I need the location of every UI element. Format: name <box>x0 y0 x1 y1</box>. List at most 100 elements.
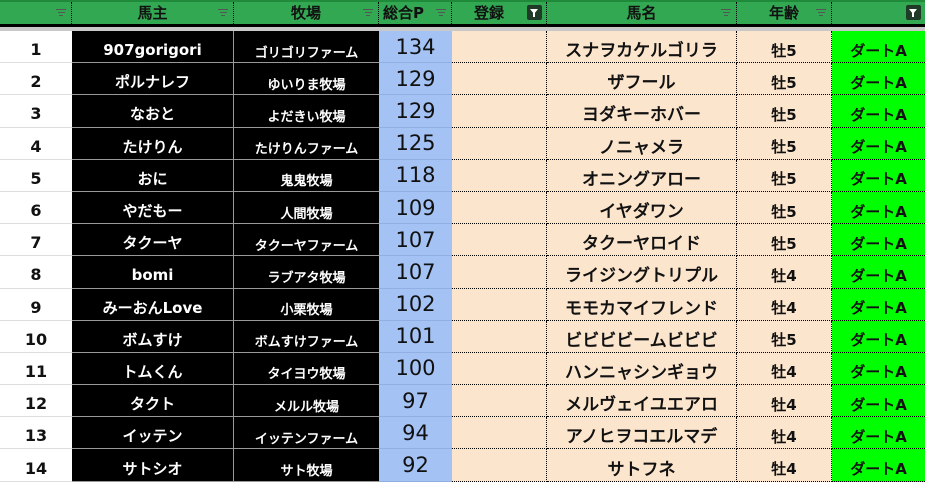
farm-cell[interactable]: メルル牧場 <box>234 385 379 418</box>
rank-cell[interactable]: 3 <box>0 95 72 128</box>
filter-icon[interactable] <box>55 8 67 18</box>
rank-cell[interactable]: 13 <box>0 417 72 450</box>
age-cell[interactable]: 牡5 <box>737 224 832 257</box>
filter-icon[interactable] <box>362 8 374 18</box>
horse-name-cell[interactable]: ザフール <box>547 63 737 96</box>
class-cell[interactable]: ダートA <box>832 159 925 192</box>
owner-cell[interactable]: たけりん <box>72 127 234 160</box>
rank-cell[interactable]: 4 <box>0 127 72 160</box>
rank-cell[interactable]: 5 <box>0 159 72 192</box>
filter-active-icon[interactable] <box>906 5 921 20</box>
age-cell[interactable]: 牡4 <box>737 288 832 321</box>
points-cell[interactable]: 101 <box>379 320 452 353</box>
age-cell[interactable]: 牡4 <box>737 352 832 386</box>
horse-name-cell[interactable]: ノニャメラ <box>547 127 737 160</box>
horse-name-cell[interactable]: オニングアロー <box>547 159 737 192</box>
age-cell[interactable]: 牡5 <box>737 320 832 353</box>
horse-name-cell[interactable]: モモカマイフレンド <box>547 288 737 321</box>
owner-cell[interactable]: 907gorigori <box>72 31 234 64</box>
age-cell[interactable]: 牡4 <box>737 417 832 450</box>
points-cell[interactable]: 118 <box>379 159 452 192</box>
class-cell[interactable]: ダートA <box>832 256 925 289</box>
class-cell[interactable]: ダートA <box>832 320 925 353</box>
farm-cell[interactable]: タクーヤファーム <box>234 224 379 257</box>
registered-cell[interactable] <box>452 417 547 450</box>
horse-name-cell[interactable]: メルヴェイユエアロ <box>547 385 737 418</box>
class-cell[interactable]: ダートA <box>832 95 925 128</box>
class-cell[interactable]: ダートA <box>832 385 925 418</box>
registered-cell[interactable] <box>452 224 547 257</box>
age-cell[interactable]: 牡5 <box>737 127 832 160</box>
farm-cell[interactable]: よだきい牧場 <box>234 95 379 128</box>
registered-cell[interactable] <box>452 31 547 64</box>
horse-name-cell[interactable]: スナヲカケルゴリラ <box>547 31 737 64</box>
filter-icon[interactable] <box>435 8 447 18</box>
owner-cell[interactable]: やだもー <box>72 191 234 225</box>
filter-icon[interactable] <box>217 8 229 18</box>
age-cell[interactable]: 牡5 <box>737 95 832 128</box>
farm-cell[interactable]: たけりんファーム <box>234 127 379 160</box>
points-cell[interactable]: 109 <box>379 191 452 225</box>
registered-cell[interactable] <box>452 352 547 386</box>
owner-cell[interactable]: みーおんLove <box>72 288 234 321</box>
rank-cell[interactable]: 8 <box>0 256 72 289</box>
age-cell[interactable]: 牡4 <box>737 449 832 482</box>
registered-cell[interactable] <box>452 95 547 128</box>
registered-cell[interactable] <box>452 127 547 160</box>
class-cell[interactable]: ダートA <box>832 63 925 96</box>
rank-cell[interactable]: 10 <box>0 320 72 353</box>
class-cell[interactable]: ダートA <box>832 191 925 225</box>
owner-cell[interactable]: トムくん <box>72 352 234 386</box>
farm-cell[interactable]: ゆいりま牧場 <box>234 63 379 96</box>
class-cell[interactable]: ダートA <box>832 31 925 64</box>
farm-cell[interactable]: 小栗牧場 <box>234 288 379 321</box>
age-cell[interactable]: 牡5 <box>737 31 832 64</box>
class-cell[interactable]: ダートA <box>832 417 925 450</box>
points-cell[interactable]: 107 <box>379 224 452 257</box>
registered-cell[interactable] <box>452 288 547 321</box>
registered-cell[interactable] <box>452 320 547 353</box>
rank-cell[interactable]: 6 <box>0 191 72 225</box>
registered-cell[interactable] <box>452 191 547 225</box>
class-cell[interactable]: ダートA <box>832 352 925 386</box>
horse-name-cell[interactable]: サトフネ <box>547 449 737 482</box>
owner-cell[interactable]: おに <box>72 159 234 192</box>
registered-cell[interactable] <box>452 63 547 96</box>
horse-name-cell[interactable]: イヤダワン <box>547 191 737 225</box>
points-cell[interactable]: 129 <box>379 63 452 96</box>
owner-cell[interactable]: タクーヤ <box>72 224 234 257</box>
age-cell[interactable]: 牡5 <box>737 159 832 192</box>
owner-cell[interactable]: なおと <box>72 95 234 128</box>
owner-cell[interactable]: イッテン <box>72 417 234 450</box>
farm-cell[interactable]: イッテンファーム <box>234 417 379 450</box>
header-horse[interactable]: 馬名 <box>547 2 737 24</box>
age-cell[interactable]: 牡5 <box>737 191 832 225</box>
age-cell[interactable]: 牡5 <box>737 63 832 96</box>
horse-name-cell[interactable]: ビビビビームビビビ <box>547 320 737 353</box>
horse-name-cell[interactable]: ヨダキーホバー <box>547 95 737 128</box>
points-cell[interactable]: 134 <box>379 31 452 64</box>
owner-cell[interactable]: ボムすけ <box>72 320 234 353</box>
header-age[interactable]: 年齢 <box>737 2 832 24</box>
owner-cell[interactable]: タクト <box>72 385 234 418</box>
rank-cell[interactable]: 11 <box>0 352 72 386</box>
horse-name-cell[interactable]: タクーヤロイド <box>547 224 737 257</box>
farm-cell[interactable]: ボムすけファーム <box>234 320 379 353</box>
registered-cell[interactable] <box>452 256 547 289</box>
header-farm[interactable]: 牧場 <box>234 2 379 24</box>
rank-cell[interactable]: 12 <box>0 385 72 418</box>
filter-icon[interactable] <box>720 8 732 18</box>
horse-name-cell[interactable]: ハンニャシンギョウ <box>547 352 737 386</box>
header-points[interactable]: 総合P <box>379 2 452 24</box>
rank-cell[interactable]: 7 <box>0 224 72 257</box>
points-cell[interactable]: 125 <box>379 127 452 160</box>
class-cell[interactable]: ダートA <box>832 449 925 482</box>
points-cell[interactable]: 92 <box>379 449 452 482</box>
points-cell[interactable]: 94 <box>379 417 452 450</box>
registered-cell[interactable] <box>452 385 547 418</box>
points-cell[interactable]: 129 <box>379 95 452 128</box>
class-cell[interactable]: ダートA <box>832 224 925 257</box>
header-owner[interactable]: 馬主 <box>72 2 234 24</box>
age-cell[interactable]: 牡4 <box>737 256 832 289</box>
registered-cell[interactable] <box>452 159 547 192</box>
